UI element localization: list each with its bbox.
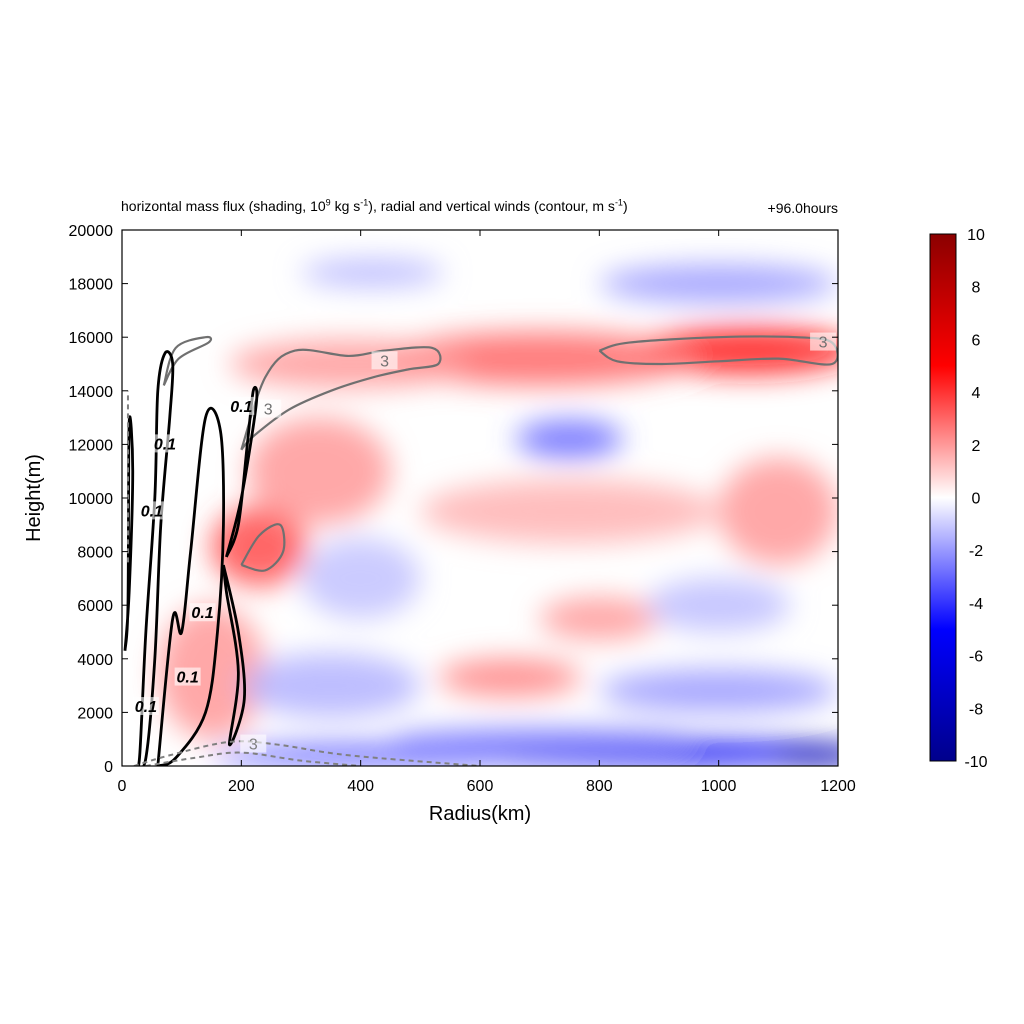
colorbar-tick-label: 2 — [972, 438, 981, 455]
shading-blob — [718, 457, 838, 565]
shading-blob — [420, 479, 719, 544]
vertical-wind-contour-label-bg — [132, 697, 159, 716]
radial-wind-contour-label-bg — [810, 332, 837, 351]
radial-wind-contour-label: 3 — [819, 335, 828, 352]
shading-blob — [211, 744, 510, 766]
plot-area: 3 3 3 0.1 0.1 0.1 0.1 0.1 0.1 3 — [122, 230, 838, 766]
vertical-wind-contour-label: 0.1 — [154, 436, 176, 453]
x-axis-label: Radius(km) — [429, 803, 531, 825]
shading-blob — [772, 744, 838, 766]
vertical-wind-contour-label-bg — [228, 396, 255, 415]
radial-wind-contour — [240, 523, 286, 572]
radial-wind-contour-label: 3 — [264, 402, 273, 419]
radial-wind-contour-label-bg — [255, 399, 282, 418]
time-label: +96.0hours — [767, 200, 838, 216]
radial-wind-contour — [240, 346, 442, 451]
colorbar-tick-label: -2 — [969, 543, 983, 560]
dashed-contour — [133, 740, 481, 766]
x-axis: 0 200 400 600 800 1000 1200 — [118, 230, 856, 795]
vertical-wind-contour — [135, 350, 175, 766]
colorbar-tick-label: 8 — [972, 280, 981, 297]
x-tick-label: 600 — [467, 778, 494, 795]
wind-contours: 3 3 3 0.1 0.1 0.1 0.1 0.1 0.1 3 — [123, 332, 838, 766]
y-tick-label: 6000 — [77, 598, 113, 615]
y-tick-label: 10000 — [69, 491, 114, 508]
vertical-wind-contour-label: 0.1 — [141, 503, 163, 520]
vertical-wind-contour-label: 0.1 — [135, 699, 157, 716]
shading-blob — [539, 597, 659, 641]
y-tick-label: 14000 — [69, 384, 114, 401]
radial-wind-contour-label: 3 — [380, 353, 389, 370]
colorbar-tick-label: 6 — [972, 332, 981, 349]
shading-blob — [241, 653, 421, 718]
colorbar-tick-label: -6 — [969, 649, 983, 666]
dashed-contour-label: 3 — [249, 737, 258, 754]
y-tick-label: 8000 — [77, 545, 113, 562]
vertical-wind-contour-label-bg — [138, 501, 165, 520]
x-tick-label: 0 — [118, 778, 127, 795]
shading-blob — [647, 578, 791, 632]
colorbar-tick-label: -10 — [964, 754, 987, 771]
colorbar-tick-label: -4 — [969, 596, 983, 613]
vertical-wind-contour-label: 0.1 — [191, 605, 213, 622]
shading-blob — [438, 658, 582, 697]
chart-title: horizontal mass flux (shading, 109 kg s-… — [121, 197, 628, 214]
x-tick-label: 1000 — [701, 778, 737, 795]
colorbar-tick-label: 0 — [972, 491, 981, 508]
y-tick-label: 16000 — [69, 330, 114, 347]
y-tick-label: 2000 — [77, 705, 113, 722]
colorbar-tick-label: -8 — [969, 701, 983, 718]
y-tick-label: 4000 — [77, 652, 113, 669]
y-tick-label: 0 — [104, 759, 113, 776]
x-tick-label: 1200 — [820, 778, 856, 795]
y-axis: 0 2000 4000 6000 8000 10000 12000 14000 16000 180… — [69, 223, 838, 776]
vertical-wind-contour — [225, 385, 259, 558]
dashed-contour-label-bg — [240, 734, 267, 753]
vertical-wind-contour-label-bg — [189, 603, 216, 622]
shading-blob — [247, 417, 391, 525]
vertical-wind-contour-label-bg — [151, 434, 178, 453]
colorbar-tick-label: 4 — [972, 385, 981, 402]
y-tick-label: 20000 — [69, 223, 114, 240]
shading-blob — [515, 420, 624, 458]
vertical-wind-contour-label: 0.1 — [177, 670, 199, 687]
x-tick-label: 200 — [228, 778, 255, 795]
y-tick-label: 18000 — [69, 277, 114, 294]
y-axis-label: Height(m) — [23, 454, 45, 542]
colorbar-tick-label: 10 — [967, 227, 985, 244]
radial-wind-contour — [162, 335, 213, 386]
y-tick-label: 12000 — [69, 437, 114, 454]
radial-wind-contour-label-bg — [371, 351, 398, 370]
x-tick-label: 800 — [586, 778, 613, 795]
vertical-wind-contour-label-bg — [174, 667, 201, 686]
vertical-wind-contour — [156, 406, 226, 766]
shading-blob — [599, 264, 838, 303]
vertical-wind-contour — [222, 564, 247, 747]
colorbar: -10 -8 -6 -4 -2 0 2 4 6 8 10 — [929, 227, 988, 771]
shading-blob — [301, 538, 421, 619]
x-tick-label: 400 — [347, 778, 374, 795]
radial-wind-contour — [598, 335, 838, 366]
shading-blob — [599, 669, 838, 713]
shading-blob — [157, 605, 266, 740]
shading-blob — [390, 728, 689, 750]
colorbar-ramp — [929, 233, 957, 762]
shading-blob — [301, 259, 445, 287]
vertical-wind-contour-label: 0.1 — [230, 399, 252, 416]
